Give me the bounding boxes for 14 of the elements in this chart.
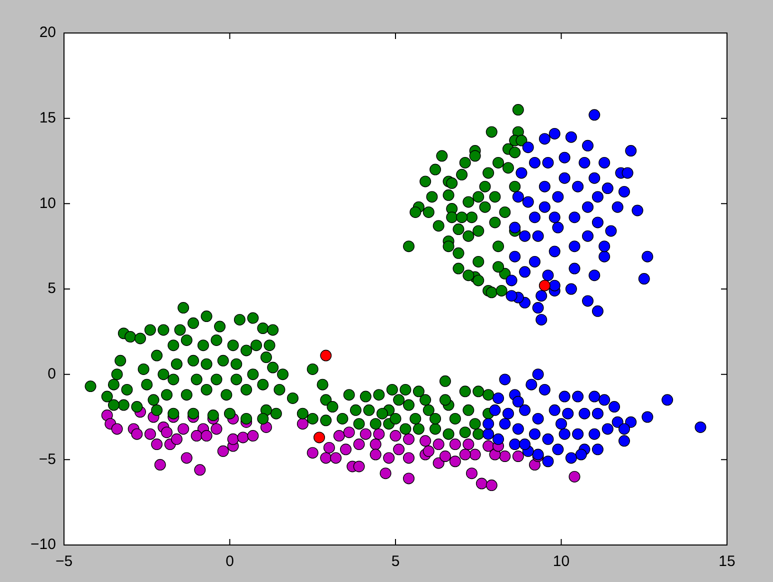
x-tick-label: 15 — [718, 553, 736, 570]
y-tick-label: 20 — [39, 24, 56, 42]
y-tick-label: 5 — [48, 280, 56, 298]
x-tick-label: 0 — [226, 553, 234, 570]
x-tick-label: 5 — [391, 553, 400, 570]
y-tick-label: 0 — [48, 365, 56, 382]
point — [320, 350, 332, 362]
y-tick-label: −5 — [38, 450, 56, 468]
y-tick-label: −10 — [30, 536, 56, 554]
point — [538, 280, 550, 292]
y-tick-label: 15 — [39, 109, 56, 126]
point — [314, 432, 326, 444]
x-tick-label: 10 — [552, 553, 570, 570]
y-tick-label: 10 — [39, 194, 56, 212]
